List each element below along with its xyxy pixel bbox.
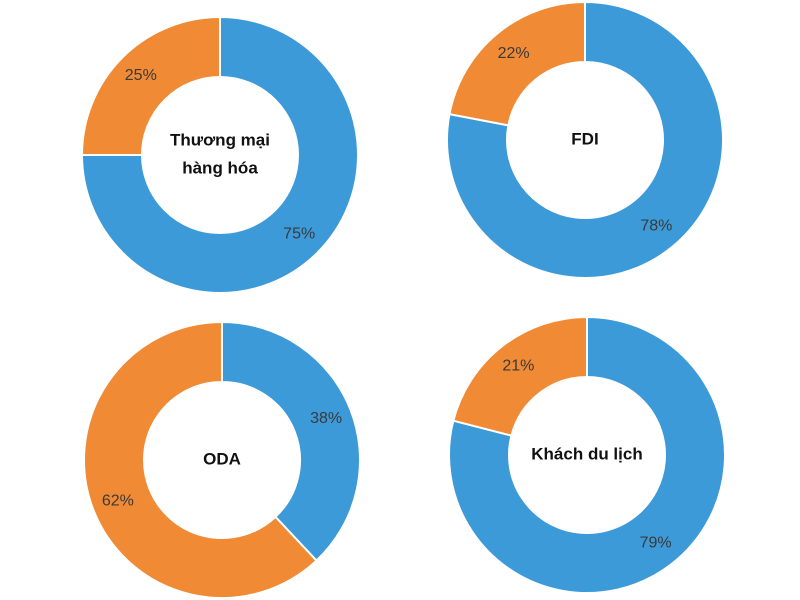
donut-chart-trade: 75% 25% Thương mại hàng hóa	[80, 15, 359, 294]
donut-center-label: ODA	[203, 449, 241, 468]
slice-percent-label: 21%	[502, 358, 534, 375]
donut-slice-orange	[83, 320, 318, 599]
donut-chart-fdi: 78% 22% FDI	[446, 0, 724, 279]
donut-slice-orange	[448, 0, 586, 127]
donut-center-label: FDI	[571, 129, 598, 148]
donut-slice-blue	[446, 0, 724, 279]
donut-chart-tourists: 79% 21% Khách du lịch	[448, 315, 726, 594]
donut-chart-oda: 38% 62% ODA	[83, 320, 361, 599]
slice-percent-label: 78%	[640, 218, 672, 235]
slice-percent-label: 75%	[283, 225, 315, 242]
slice-percent-label: 62%	[102, 492, 134, 509]
donut-slice-blue	[80, 15, 359, 294]
donut-center-label: Thương mại	[170, 130, 270, 149]
slice-percent-label: 79%	[640, 535, 672, 552]
slice-percent-label: 38%	[310, 410, 342, 427]
slice-percent-label: 25%	[125, 67, 157, 84]
slice-percent-label: 22%	[498, 45, 530, 62]
donut-slice-orange	[80, 15, 221, 156]
donut-center-label: Khách du lịch	[531, 444, 642, 463]
donut-center-label: hàng hóa	[182, 158, 258, 177]
donut-slice-blue	[221, 320, 361, 563]
donut-slice-orange	[452, 315, 588, 437]
donut-slice-blue	[448, 315, 726, 594]
